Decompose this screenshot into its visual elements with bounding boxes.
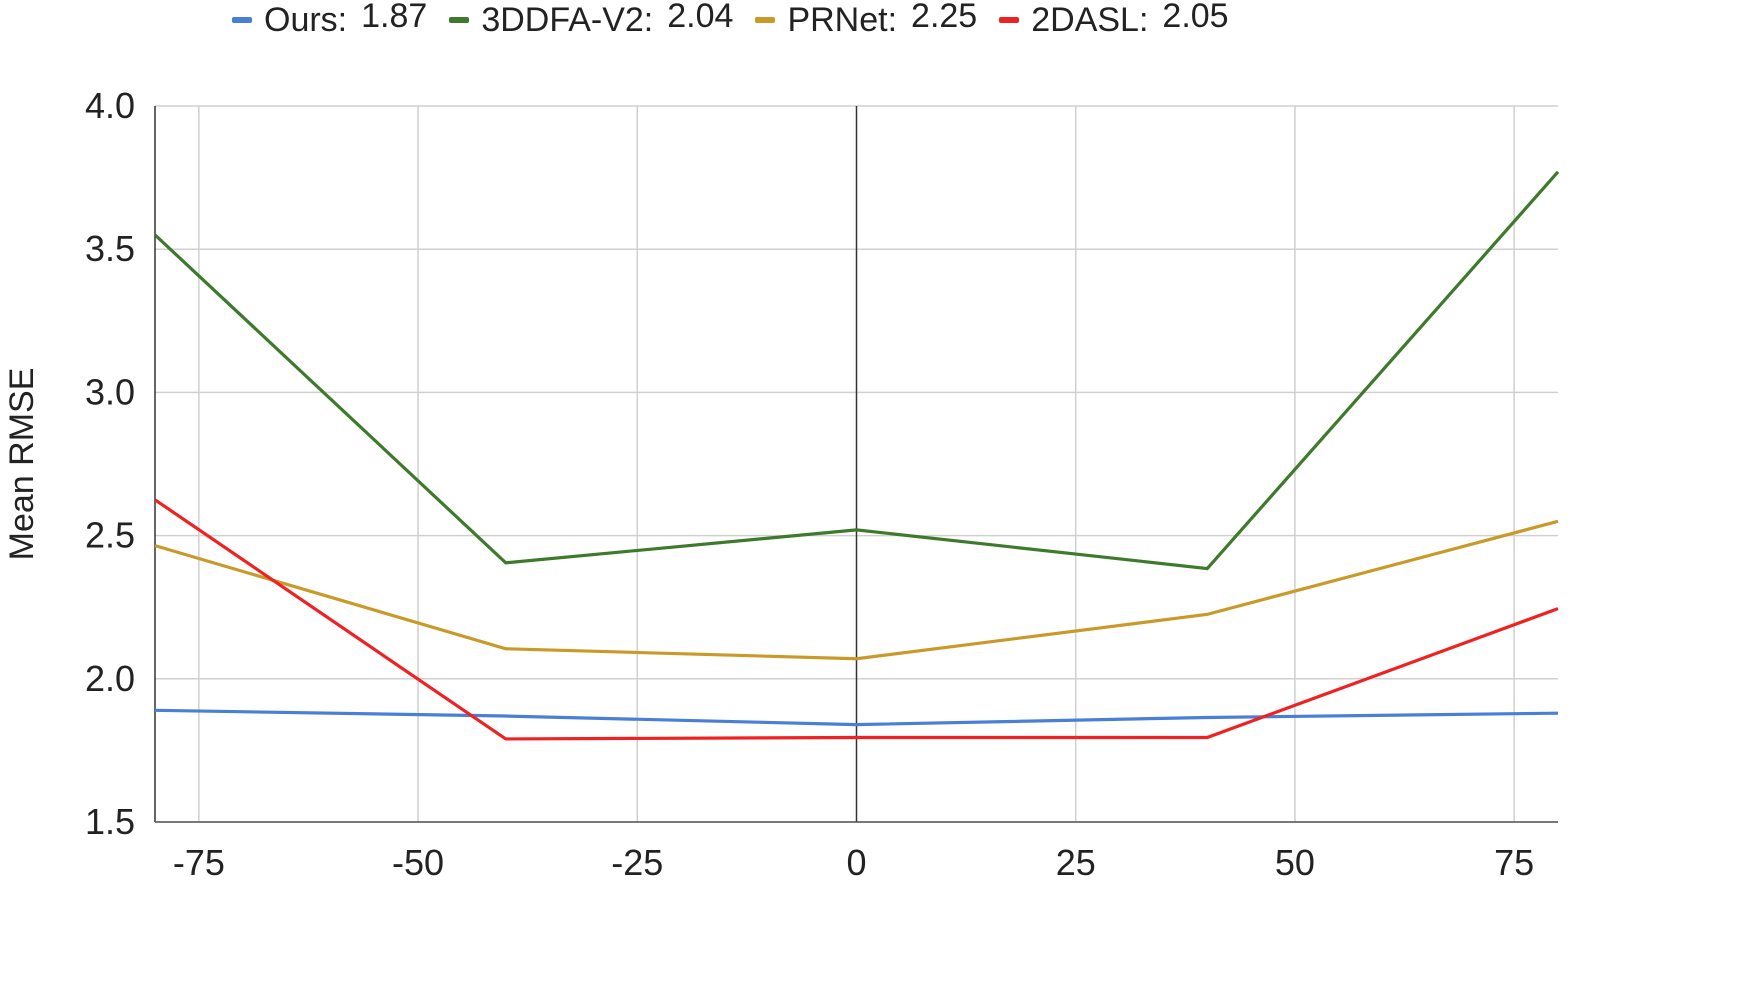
series-lines	[153, 170, 1560, 741]
legend-series-name: PRNet:	[787, 0, 898, 39]
legend-item: Ours: 1.87	[232, 0, 428, 40]
series-line-ours	[154, 708, 1559, 727]
series-line-2dasl	[154, 498, 1559, 741]
legend-swatch	[232, 17, 252, 23]
x-tick-label: -50	[392, 842, 444, 883]
y-tick-label: 3.5	[85, 228, 135, 269]
y-tick-label: 3.0	[85, 371, 135, 412]
series-line-3ddfa-v2	[153, 170, 1560, 571]
legend-series-score: 1.87	[361, 0, 428, 35]
chart-legend: Ours: 1.87 3DDFA-V2: 2.04 PRNet: 2.25 2DASL: 2.…	[232, 0, 1251, 40]
legend-series-score: 2.25	[911, 0, 978, 35]
x-tick-label: 50	[1275, 842, 1315, 883]
tick-labels: 1.5 2.0 2.5 3.0 3.5 4.0 -75 -50 -25 0 25 50 75	[85, 85, 1534, 883]
y-tick-label: 2.0	[85, 658, 135, 699]
y-tick-label: 4.0	[85, 85, 135, 126]
y-tick-label: 1.5	[85, 801, 135, 842]
legend-series-name: Ours:	[264, 0, 348, 39]
x-tick-label: 75	[1494, 842, 1534, 883]
legend-swatch	[449, 17, 470, 23]
axes	[154, 106, 1558, 823]
x-tick-label: -25	[611, 842, 663, 883]
series-line-prnet	[154, 519, 1559, 661]
y-tick-label: 2.5	[85, 515, 135, 556]
x-tick-label: -75	[173, 842, 225, 883]
x-tick-label: 0	[846, 842, 866, 883]
legend-swatch	[755, 17, 776, 23]
x-tick-label: 25	[1056, 842, 1096, 883]
legend-series-name: 3DDFA-V2:	[481, 0, 654, 39]
legend-item: 2DASL: 2.05	[999, 0, 1229, 40]
legend-item: PRNet: 2.25	[755, 0, 978, 40]
legend-series-score: 2.04	[667, 0, 734, 35]
legend-series-name: 2DASL:	[1031, 0, 1149, 39]
legend-series-score: 2.05	[1162, 0, 1229, 35]
y-axis-label: Mean RMSE	[3, 368, 41, 561]
legend-swatch	[999, 17, 1020, 23]
legend-item: 3DDFA-V2: 2.04	[449, 0, 734, 40]
